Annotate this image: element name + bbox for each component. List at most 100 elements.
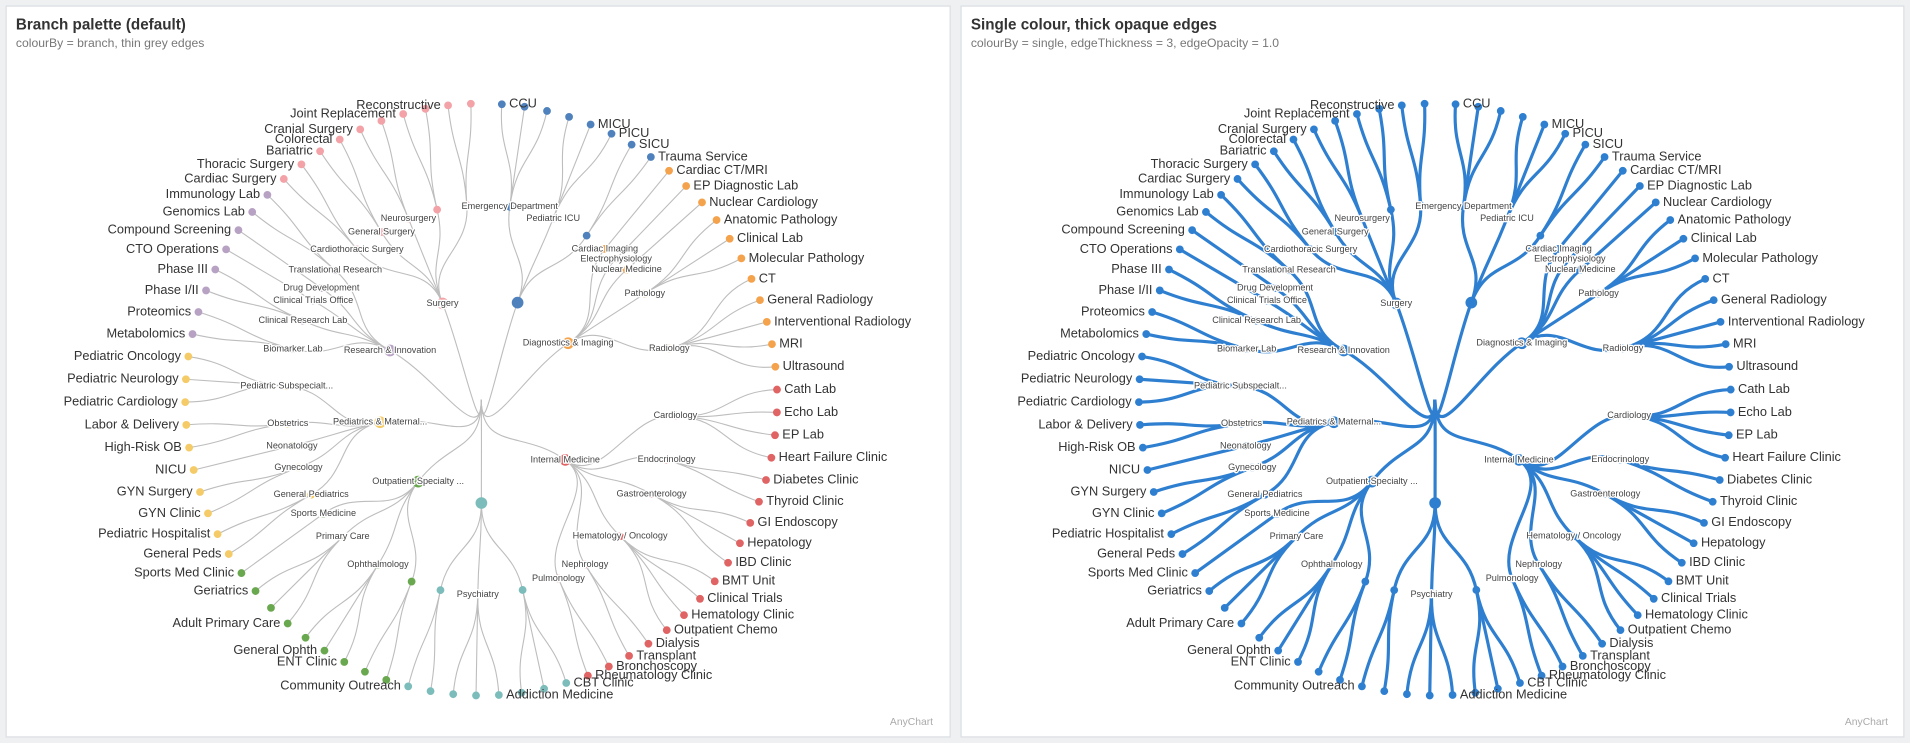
node [1451,100,1460,109]
leaf-label: Geriatrics [1147,582,1202,597]
node [517,688,526,697]
node [1576,265,1585,274]
node-label: Cardiology [1607,410,1651,420]
edge [669,299,761,349]
leaf-label: Adult Primary Care [173,615,281,630]
leaf-label: Dialysis [1609,635,1653,650]
node [248,208,257,216]
leaf-label: Reconstructive [1310,97,1394,112]
node [1633,611,1642,619]
leaf-label: Joint Replacement [1244,105,1350,120]
node [353,245,361,254]
node [1427,590,1436,599]
leaf-label: Adult Primary Care [1126,615,1234,630]
leaf-label: EP Lab [1736,427,1778,442]
edge [509,106,526,207]
node [1691,254,1699,263]
leaf-label: Cath Lab [1738,381,1790,396]
node [1273,509,1281,518]
node [622,265,631,274]
edge [557,578,589,676]
leaf-label: Transplant [1590,647,1650,662]
panel-title: Single colour, thick opaque edges [971,17,1217,34]
node [1726,385,1735,394]
node [1358,682,1366,691]
edge [552,116,570,219]
edge [669,278,752,349]
node [1361,577,1370,586]
leaf-label: CCU [1463,96,1491,111]
leaf-label: Transplant [636,647,696,662]
node [1143,466,1152,474]
edge [675,414,772,459]
node [1569,532,1578,541]
edge [564,459,586,565]
node [518,586,527,594]
node [338,532,347,541]
node [1314,667,1323,676]
edge [619,535,716,582]
edge [1537,563,1585,657]
edge [480,399,566,461]
leaf-label: Interventional Radiology [774,313,912,328]
node [1390,297,1403,310]
node [356,125,365,134]
edge [1147,444,1246,472]
node-label: Pediatric Subspecialt... [240,381,333,391]
node [1386,205,1395,214]
node [283,419,292,428]
edge [1179,248,1268,303]
edge [552,124,592,219]
node [251,587,260,595]
node-label: Clinical Research Lab [259,315,348,325]
node [1306,245,1315,254]
edge [198,311,294,350]
edge [407,481,419,582]
node [1515,337,1528,350]
nodes [181,99,781,700]
edge [319,150,382,233]
node-label: Biomarker Lab [263,344,322,354]
node [710,577,719,586]
node [289,345,297,354]
node [543,107,551,115]
edge [1153,466,1253,494]
leaf-label: Anatomic Pathology [1678,211,1792,226]
edge [364,581,413,672]
node-label: Psychiatry [1410,589,1453,599]
edge [287,536,344,624]
leaf-label: SICU [639,136,670,151]
node-label: Cardiac Imaging [572,243,638,253]
edge [465,103,472,206]
node [377,116,386,125]
node [331,266,340,275]
edge [1418,103,1427,206]
node [662,455,671,464]
node-label: Neurosurgery [1335,213,1391,223]
edge [480,503,524,591]
node [1664,577,1673,586]
leaf-label: GYN Clinic [138,505,201,520]
edge [1622,343,1730,369]
node [1175,245,1184,254]
edge [666,459,760,503]
node [1635,182,1644,190]
edge [283,178,358,250]
leaf-label: Clinical Lab [737,230,803,245]
node [399,110,408,118]
node [1518,112,1527,121]
node [1565,255,1574,263]
edge [1579,201,1657,271]
node [1138,352,1146,361]
node [1331,116,1340,125]
leaf-label: Ultrasound [1736,358,1798,373]
node [762,476,770,484]
leaf-label: EP Diagnostic Lab [1647,177,1752,192]
edge [500,104,513,207]
edge [1472,589,1482,693]
edge [1151,310,1248,351]
leaf-label: CTO Operations [1080,241,1173,256]
node [746,518,755,527]
edge [1390,205,1423,305]
node [1136,421,1144,429]
